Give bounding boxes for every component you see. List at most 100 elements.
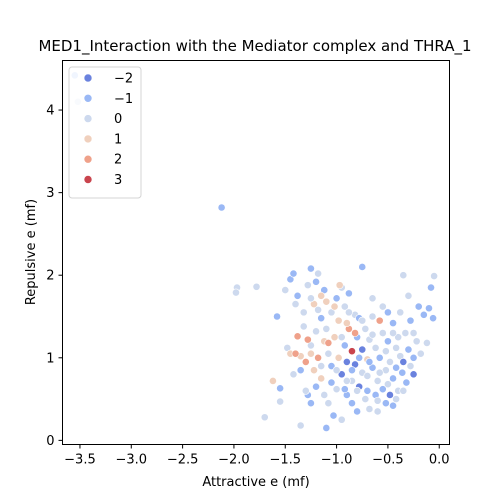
data-point xyxy=(414,302,423,311)
data-point xyxy=(322,297,331,306)
data-point xyxy=(394,333,403,342)
data-point xyxy=(358,263,367,271)
data-point xyxy=(310,366,318,375)
data-point xyxy=(392,363,401,372)
data-point xyxy=(348,399,356,408)
data-point xyxy=(340,341,349,350)
data-point xyxy=(314,269,322,278)
data-point xyxy=(314,353,322,362)
x-tick-label: −2.0 xyxy=(218,453,250,468)
data-point xyxy=(368,294,377,303)
data-point xyxy=(430,272,438,280)
data-point xyxy=(260,413,269,422)
data-point xyxy=(232,288,240,297)
data-point xyxy=(358,316,367,325)
data-point xyxy=(361,395,370,403)
data-point xyxy=(273,312,281,321)
data-point xyxy=(322,324,331,333)
legend-marker xyxy=(83,94,93,103)
data-point xyxy=(281,286,290,294)
data-point xyxy=(324,399,333,408)
legend-label: −1 xyxy=(114,92,133,107)
legend-marker xyxy=(83,73,93,83)
data-point xyxy=(289,269,298,278)
data-point xyxy=(317,362,326,370)
data-point xyxy=(329,411,338,420)
data-point xyxy=(404,291,413,300)
data-point xyxy=(340,302,349,311)
data-point xyxy=(322,424,331,432)
data-point xyxy=(353,407,362,416)
data-point xyxy=(337,370,346,379)
data-point xyxy=(293,291,302,300)
data-point xyxy=(353,386,362,395)
data-point xyxy=(409,329,418,337)
data-point xyxy=(368,330,377,339)
legend-marker xyxy=(83,114,93,123)
data-point xyxy=(269,377,277,385)
data-point xyxy=(340,385,349,394)
data-point xyxy=(327,378,336,387)
data-point xyxy=(317,291,326,300)
x-tick-label: −1.0 xyxy=(321,453,353,468)
data-point xyxy=(392,343,401,352)
legend-label: −2 xyxy=(114,72,133,87)
data-point xyxy=(276,384,285,393)
legend-label: 2 xyxy=(114,153,122,168)
data-point xyxy=(351,329,359,337)
data-point xyxy=(291,349,300,358)
data-point xyxy=(363,386,372,395)
data-point xyxy=(381,347,390,356)
data-point xyxy=(402,378,411,387)
data-point xyxy=(296,366,305,375)
legend-label: 1 xyxy=(114,132,122,147)
y-tick-label: 3 xyxy=(46,186,54,201)
data-point xyxy=(324,349,333,358)
data-point xyxy=(342,377,351,385)
data-point xyxy=(344,308,353,317)
data-point xyxy=(312,327,320,336)
data-point xyxy=(429,314,437,323)
chart-title: MED1_Interaction with the Mediator compl… xyxy=(38,37,471,56)
data-point xyxy=(401,329,410,337)
data-point xyxy=(386,358,394,366)
y-tick-label: 0 xyxy=(46,434,54,449)
data-point xyxy=(389,401,397,410)
data-point xyxy=(334,316,343,325)
data-point xyxy=(252,282,261,291)
data-point xyxy=(365,358,374,366)
data-point xyxy=(317,374,326,383)
legend-marker xyxy=(83,175,93,184)
data-point xyxy=(348,347,356,356)
data-point xyxy=(335,281,344,290)
data-point xyxy=(363,372,372,380)
data-point xyxy=(384,337,392,346)
x-axis-label: Attractive e (mf) xyxy=(202,475,309,490)
y-tick-label: 4 xyxy=(46,104,54,119)
data-point xyxy=(303,281,312,290)
data-point xyxy=(312,277,320,286)
data-point xyxy=(425,304,433,313)
data-point xyxy=(334,353,343,362)
data-point xyxy=(337,333,346,342)
y-tick-label: 2 xyxy=(46,269,54,284)
data-point xyxy=(392,395,401,403)
data-point xyxy=(330,333,339,342)
data-point xyxy=(291,300,300,309)
data-point xyxy=(332,294,341,303)
data-point xyxy=(307,294,315,303)
data-point xyxy=(399,271,408,280)
data-point xyxy=(355,353,364,362)
data-point xyxy=(301,386,310,395)
data-point xyxy=(307,399,315,408)
data-point xyxy=(389,374,397,383)
data-point xyxy=(389,329,397,337)
data-point xyxy=(301,358,310,366)
data-point xyxy=(299,308,308,317)
data-point xyxy=(276,397,285,406)
data-point xyxy=(416,349,425,358)
data-point xyxy=(409,370,418,379)
data-point xyxy=(368,312,377,321)
data-point xyxy=(307,264,315,273)
y-axis: 0 1 2 3 4 xyxy=(46,104,63,449)
